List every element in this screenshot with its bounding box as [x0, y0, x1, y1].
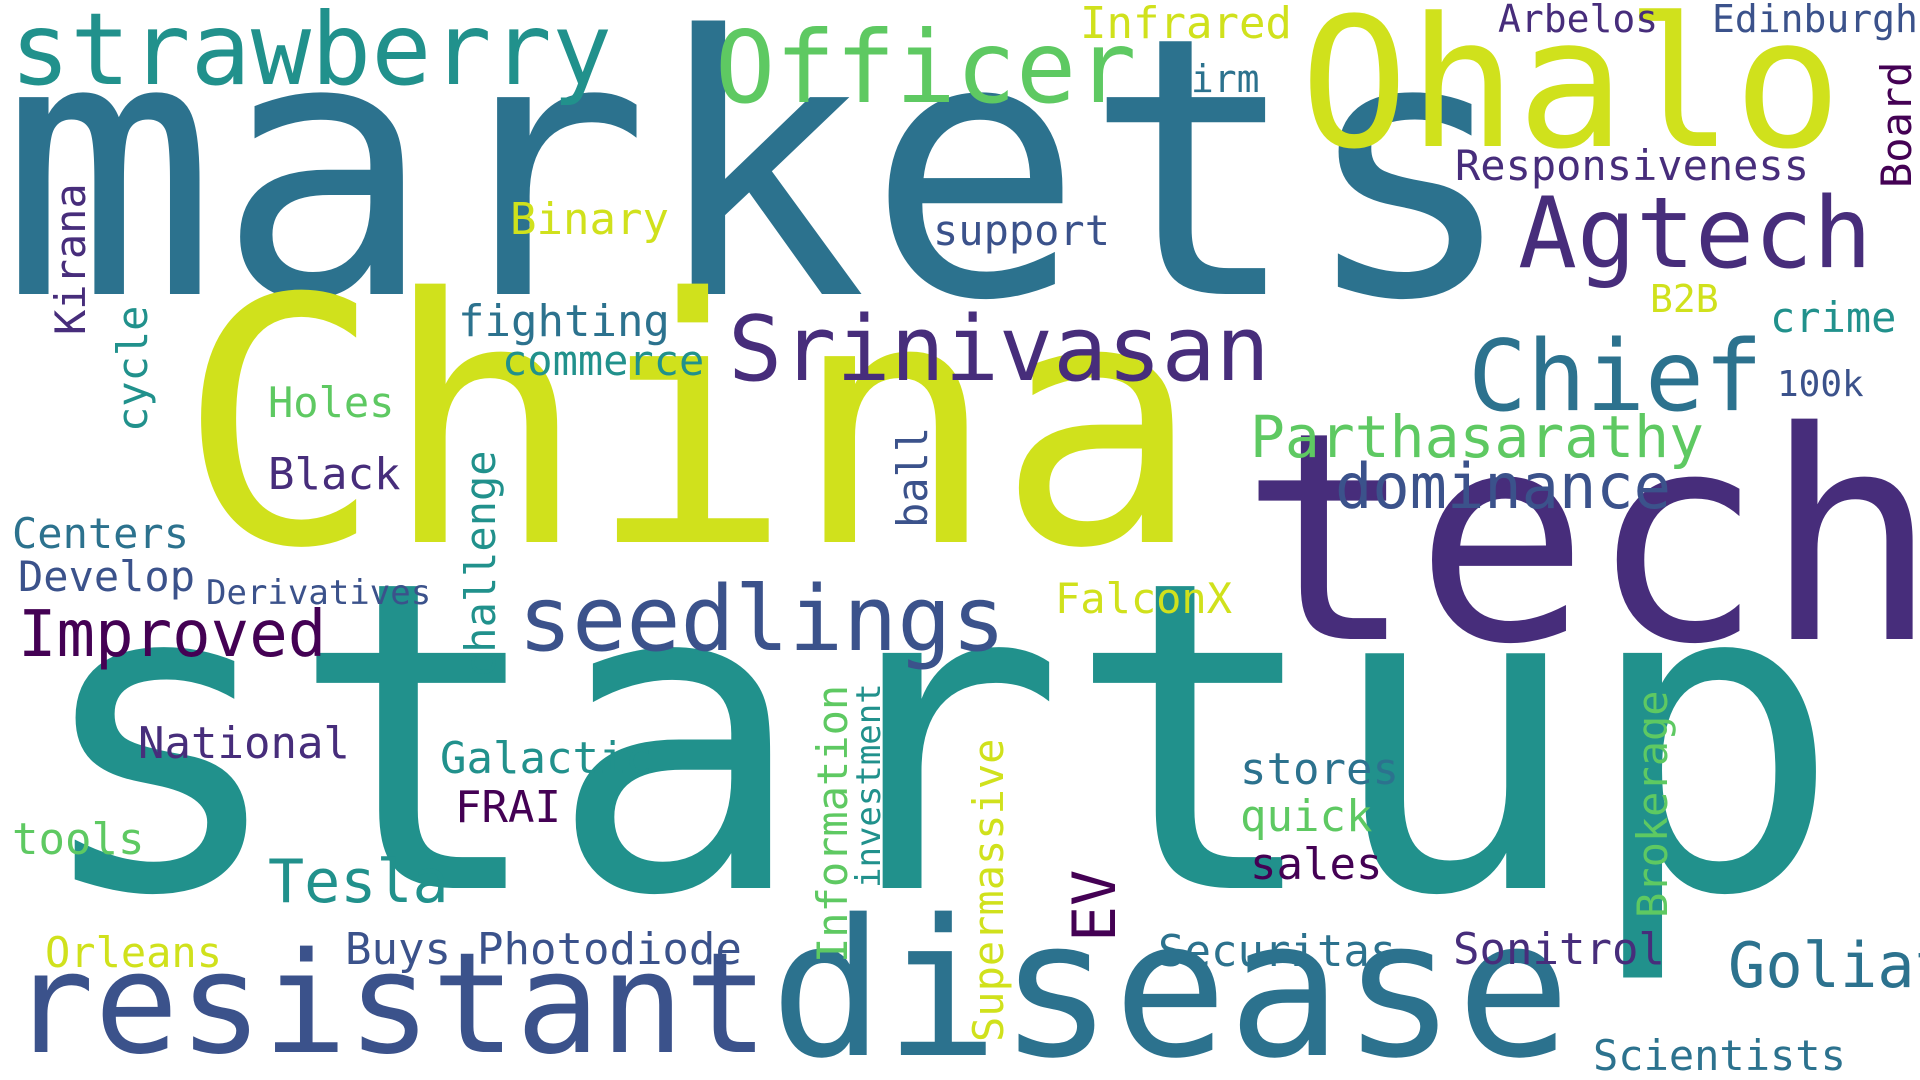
- word-tesla: Goliath: [1728, 929, 1920, 1002]
- word-centers: Centers: [12, 509, 190, 558]
- word-tools: tools: [12, 814, 145, 865]
- word-investment: investment: [849, 683, 889, 888]
- word-parthasarathy: Parthasarathy: [1250, 403, 1704, 471]
- word-responsiveness: Responsiveness: [1455, 141, 1810, 190]
- word-edinburgh: Edinburgh: [1712, 0, 1918, 41]
- word-dominance: dominance: [1335, 450, 1671, 523]
- word-information: Information: [808, 684, 857, 963]
- word-srinivasan: Srinivasan: [728, 297, 1270, 402]
- word-galactic: Galactic: [440, 733, 652, 784]
- word-china: China: [178, 227, 1202, 623]
- word-disease: disease: [770, 879, 1571, 1080]
- word-goliath: Improved: [18, 598, 327, 672]
- word-falconx: FalconX: [1055, 574, 1233, 623]
- word-board: Board: [1872, 61, 1920, 188]
- word-buys: Buys: [345, 924, 451, 975]
- word-securitas: Securitas: [1158, 926, 1397, 977]
- word-challenge: challenge: [456, 450, 505, 678]
- word-resistant: resistant: [10, 923, 769, 1080]
- word-binary: Binary: [510, 194, 669, 245]
- word-strawberry: strawberry: [10, 0, 613, 108]
- word-sales: sales: [1250, 839, 1383, 890]
- word-fighting: fighting: [458, 296, 670, 347]
- word-arbelos: Arbelos: [1498, 0, 1659, 41]
- word-national: National: [138, 718, 350, 769]
- word-frai: FRAI: [455, 782, 561, 833]
- word-orleans: Orleans: [45, 928, 223, 977]
- word-cycle: cycle: [108, 305, 157, 432]
- word-ball: ball: [888, 426, 937, 528]
- word-holes: Holes: [268, 378, 395, 427]
- word-infrared: Infrared: [1080, 0, 1292, 49]
- word-kirana: Kirana: [46, 183, 95, 335]
- word-commerce: commerce: [502, 336, 705, 385]
- word-markets: markets: [0, 0, 1518, 379]
- word-support: support: [933, 206, 1111, 255]
- word-b2b: B2B: [1650, 277, 1719, 321]
- word-brokerage: Brokerage: [1628, 690, 1677, 918]
- word-quick: quick: [1240, 791, 1373, 842]
- word-tech: tech: [1240, 371, 1920, 708]
- word-agtech: Agtech: [1518, 177, 1873, 291]
- word-100k: 100k: [1777, 364, 1864, 405]
- word-photodiode: Photodiode: [477, 924, 742, 975]
- word-seedlings: seedlings: [518, 567, 1006, 672]
- word-supermassive: Supermassive: [964, 738, 1013, 1042]
- word-officer: Officer: [715, 9, 1137, 126]
- word-ev: Tesla: [268, 847, 449, 917]
- word-stores: stores: [1240, 744, 1399, 795]
- word-crime: crime: [1770, 293, 1897, 342]
- word-develop: Develop: [18, 552, 196, 601]
- word-derivatives: Derivatives: [206, 573, 432, 613]
- word-black: Black: [268, 449, 401, 500]
- word-chief: Chief: [1468, 320, 1764, 434]
- word-firm: firm: [1168, 57, 1260, 101]
- word-improved: EV: [1060, 869, 1130, 942]
- word-scientists: Scientists: [1593, 1031, 1846, 1080]
- word-sonitrol: Sonitrol: [1453, 924, 1665, 975]
- word-ohalo: Ohalo: [1300, 0, 1842, 189]
- word-startup: startup: [30, 490, 1843, 990]
